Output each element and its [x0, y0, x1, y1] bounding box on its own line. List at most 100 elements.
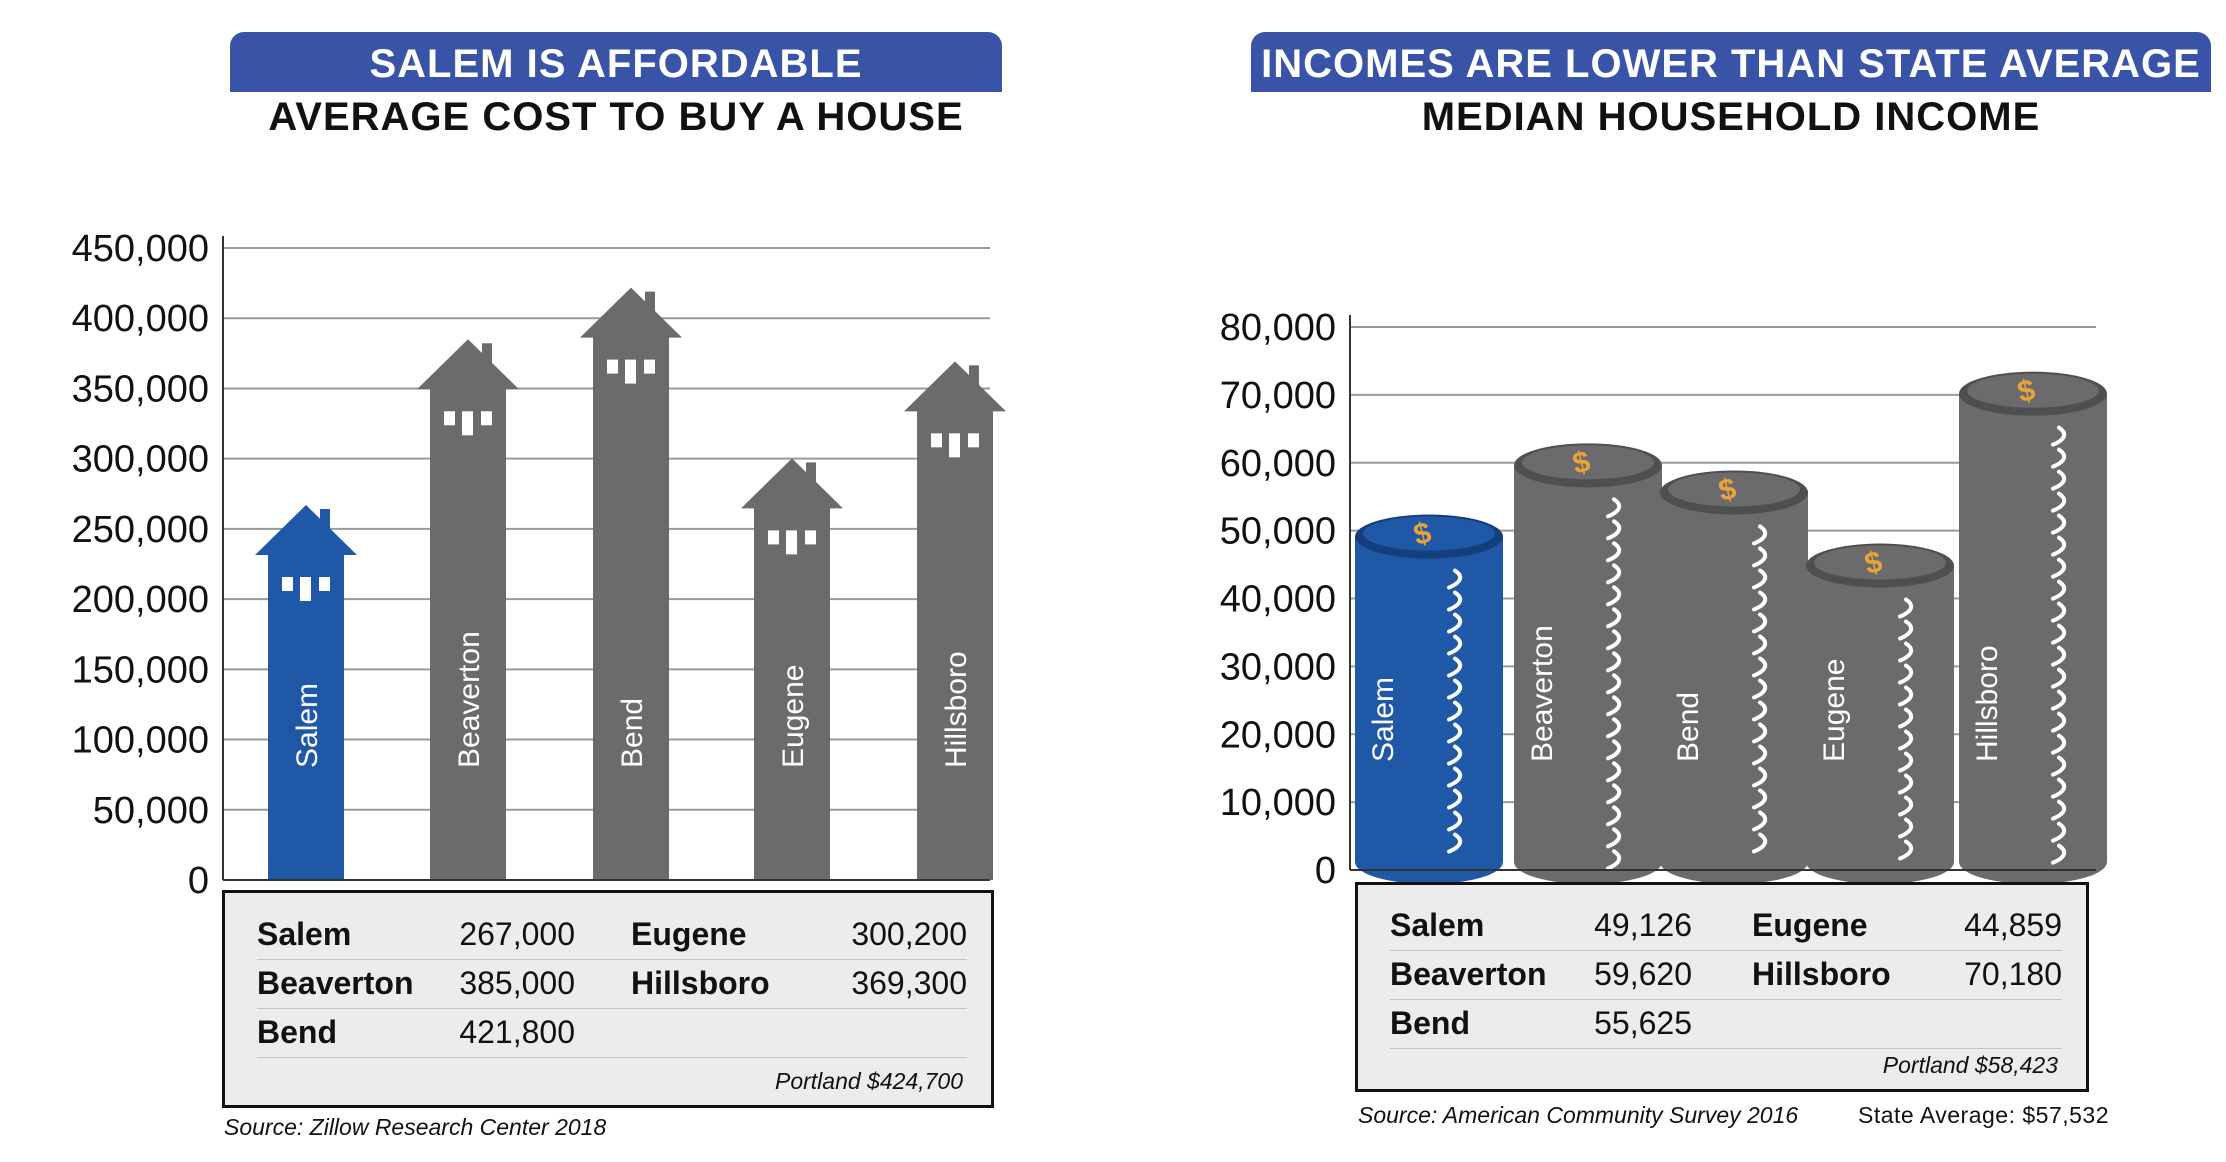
- bar-category-label: Hillsboro: [940, 651, 973, 768]
- coin-edge-line: [2051, 447, 2067, 469]
- house-window: [282, 577, 293, 592]
- y-tick-label: 0: [188, 860, 209, 902]
- coin-edge-line: [2051, 491, 2067, 513]
- coin-edge-line: [1606, 673, 1622, 695]
- coin-edge-line: [1447, 722, 1463, 744]
- bar: [430, 388, 506, 880]
- house-chimney: [320, 509, 330, 536]
- house-window: [968, 433, 979, 448]
- coin-edge-line: [1898, 619, 1914, 641]
- bar: [1806, 565, 1954, 884]
- coin-edge-line: [1606, 629, 1622, 651]
- bar-category-label: Salem: [1367, 677, 1400, 762]
- coin-edge-line: [2051, 579, 2067, 601]
- y-tick-label: 250,000: [72, 509, 209, 551]
- state-average-note: State Average: $57,532: [1858, 1102, 2109, 1128]
- house-cost-panel: SALEM IS AFFORDABLE AVERAGE COST TO BUY …: [72, 32, 1006, 1140]
- summary-city-value: 49,126: [1594, 907, 1692, 943]
- house-window: [768, 530, 779, 545]
- coin-face: [1668, 472, 1800, 507]
- bar-category-label: Bend: [616, 698, 649, 768]
- coin-edge-line: [1752, 810, 1768, 832]
- summary-city-name: Eugene: [1752, 907, 1868, 943]
- y-tick-label: 30,000: [1220, 646, 1336, 688]
- coin-edge-line: [2051, 843, 2067, 865]
- house-bar: [417, 339, 519, 880]
- coin-face: [1522, 445, 1654, 480]
- coin-edge-line: [1447, 678, 1463, 700]
- source-note: Source: American Community Survey 2016: [1358, 1102, 1799, 1128]
- summary-city-name: Eugene: [631, 916, 747, 952]
- house-window: [644, 359, 655, 374]
- house-door: [949, 433, 960, 458]
- bar: [1514, 465, 1662, 884]
- coin-edge-line: [1752, 700, 1768, 722]
- summary-row: Bend 421,800: [257, 1008, 967, 1058]
- summary-city-name: Beaverton: [257, 965, 414, 1001]
- income-title: MEDIAN HOUSEHOLD INCOME: [1421, 95, 2041, 139]
- house-door: [786, 530, 797, 555]
- coin-edge-line: [1447, 656, 1463, 678]
- house-icon: [741, 458, 843, 509]
- house-chimney: [969, 365, 979, 392]
- coin-edge-line: [2051, 799, 2067, 821]
- coin-edge-line: [1447, 788, 1463, 810]
- coin-edge-line: [2051, 711, 2067, 733]
- summary-city-value: 44,859: [1964, 907, 2062, 943]
- bar-category-label: Eugene: [777, 665, 810, 768]
- bar: [754, 507, 830, 880]
- y-tick-label: 10,000: [1220, 782, 1336, 824]
- coin-face: [1814, 545, 1946, 580]
- coin-edge-line: [1752, 678, 1768, 700]
- summary-city-name: Salem: [1390, 907, 1485, 943]
- coin-edge-line: [1606, 519, 1622, 541]
- coin-edge-line: [1898, 751, 1914, 773]
- coin-stack-bar: $: [1806, 543, 1954, 884]
- coin-edge-line: [1752, 722, 1768, 744]
- house-door: [462, 411, 473, 436]
- house-icon: [417, 339, 519, 390]
- y-tick-label: 200,000: [72, 579, 209, 621]
- coin-edge-line: [2051, 667, 2067, 689]
- coin-edge-line: [1606, 541, 1622, 563]
- coin-edge-line: [2051, 469, 2067, 491]
- bar-category-label: Beaverton: [453, 631, 486, 768]
- coin-edge-line: [1606, 563, 1622, 585]
- house-bar: [904, 361, 1006, 880]
- coin-edge-line: [1447, 612, 1463, 634]
- house-cost-title: AVERAGE COST TO BUY A HOUSE: [268, 95, 964, 139]
- summary-city-name: Beaverton: [1390, 956, 1547, 992]
- summary-city-value: 369,300: [851, 965, 967, 1001]
- house-window: [607, 359, 618, 374]
- summary-row: Bend 55,625: [1390, 999, 2062, 1049]
- coin-edge-line: [1606, 827, 1622, 849]
- y-tick-label: 50,000: [93, 790, 209, 832]
- coin-stack-bar: $: [1959, 371, 2107, 884]
- y-tick-label: 70,000: [1220, 375, 1336, 417]
- coin-edge-line: [1447, 810, 1463, 832]
- coin-edge-line: [1752, 656, 1768, 678]
- coin-edge-line: [1752, 568, 1768, 590]
- coin-edge-line: [1898, 707, 1914, 729]
- house-window: [481, 411, 492, 426]
- coin-edge-line: [1606, 717, 1622, 739]
- coin-edge-line: [1447, 568, 1463, 590]
- house-icon: [580, 287, 682, 338]
- coin-edge-line: [1752, 612, 1768, 634]
- summary-city-name: Hillsboro: [631, 965, 770, 1001]
- coin-edge-line: [2051, 425, 2067, 447]
- coin-edge-line: [1752, 832, 1768, 854]
- coin-edge-line: [2051, 733, 2067, 755]
- coin-edge-line: [2051, 623, 2067, 645]
- house-cost-chart: 0 50,000 100,000 150,000 200,000 250,000 300,0…: [72, 228, 1006, 902]
- house-chimney: [482, 343, 492, 370]
- bar-category-label: Hillsboro: [1971, 645, 2004, 762]
- summary-footnote: Portland $424,700: [775, 1068, 963, 1094]
- coin-edge-line: [2051, 557, 2067, 579]
- house-chimney: [806, 462, 816, 489]
- income-summary-table: Salem 49,126 Eugene 44,859 Beaverton 59,…: [1355, 882, 2089, 1092]
- summary-city-value: 385,000: [459, 965, 575, 1001]
- y-tick-label: 400,000: [72, 298, 209, 340]
- coin-edge-line: [1606, 585, 1622, 607]
- coin-edge-line: [1606, 739, 1622, 761]
